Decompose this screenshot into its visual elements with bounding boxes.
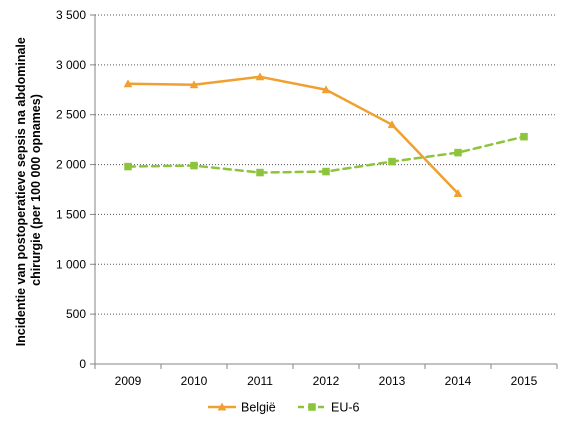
data-point-eu-6 [388,157,396,166]
x-tick-label: 2009 [115,374,142,388]
y-tick-label: 3 500 [56,8,86,22]
legend-label: EU-6 [331,401,360,415]
x-tick-labels: 2009 2010 2011 2012 2013 2014 2015 [115,374,538,388]
legend: België EU-6 [208,401,360,415]
series-line-eu-6 [126,135,526,174]
data-point-eu-6 [454,148,462,157]
y-axis-title-line-1: Incidentie van postoperatieve sepsis na … [14,37,28,346]
y-tick-label: 1 000 [56,257,86,271]
data-point-belgie [387,120,397,129]
data-point-eu-6 [256,168,264,177]
y-tick-label: 500 [66,307,86,321]
data-point-belgie [123,79,133,88]
axes [90,14,558,369]
series-line-belgie [126,75,460,195]
legend-marker [217,402,227,411]
y-tick-label: 0 [79,357,86,371]
x-tick-label: 2015 [511,374,538,388]
y-tick-labels: 0 500 1 000 1 500 2 000 2 500 3 000 3 500 [56,8,86,371]
data-point-eu-6 [520,132,528,141]
legend-label: België [241,401,276,415]
data-point-belgie [321,85,331,94]
y-tick-label: 2 000 [56,158,86,172]
y-axis-title-line-2: chirurgie (per 100 000 opnames) [29,94,43,286]
gridlines [95,14,557,315]
y-axis-title: Incidentie van postoperatieve sepsis na … [14,34,43,347]
legend-item-eu-6: EU-6 [298,401,360,415]
data-point-eu-6 [322,167,330,176]
x-tick-label: 2011 [247,374,273,388]
y-tick-label: 2 500 [56,108,86,122]
y-tick-label: 3 000 [56,58,86,72]
data-point-belgie [255,72,265,81]
data-point-eu-6 [190,161,198,170]
x-tick-label: 2012 [313,374,340,388]
legend-item-belgie: België [208,401,276,415]
x-tick-label: 2010 [181,374,208,388]
data-point-belgie [453,188,463,197]
x-tick-label: 2014 [445,374,472,388]
y-tick-label: 1 500 [56,207,86,221]
x-tick-label: 2013 [379,374,406,388]
data-point-belgie [189,80,199,89]
legend-marker [308,403,316,411]
data-point-eu-6 [124,162,132,171]
series-lines [123,72,528,197]
